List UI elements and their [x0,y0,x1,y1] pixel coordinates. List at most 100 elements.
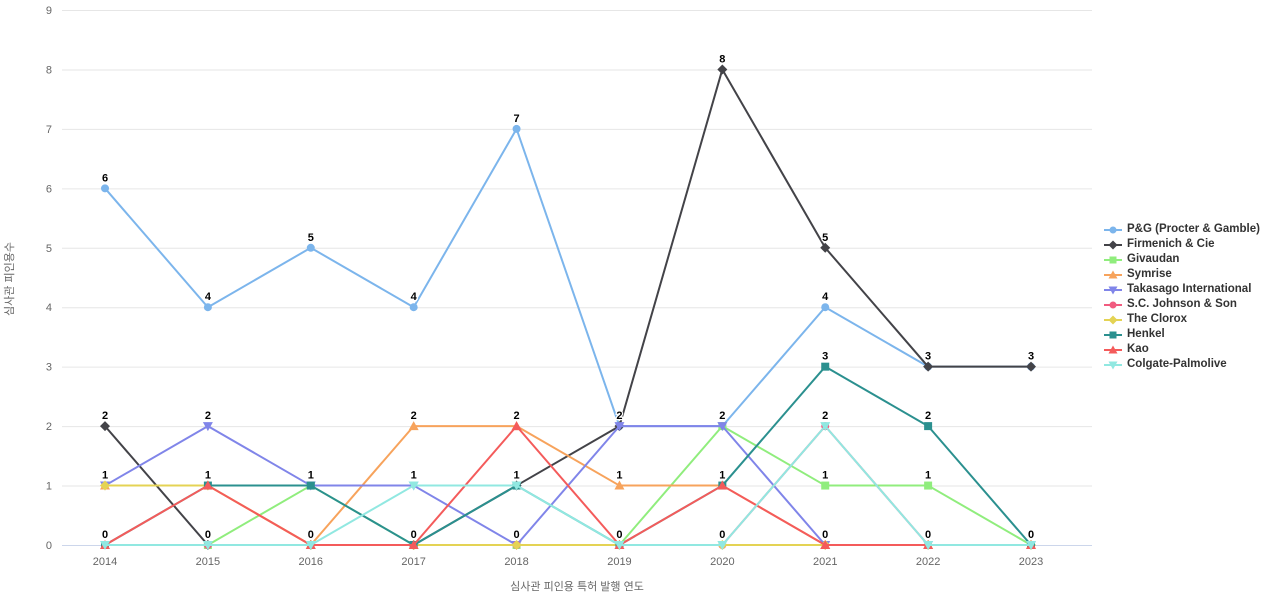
legend-item-the-clorox[interactable]: The Clorox [1104,312,1260,327]
data-label: 2 [616,410,622,422]
data-point-diamond-icon [820,242,831,253]
data-point-square-icon [1109,256,1117,263]
x-axis-title: 심사관 피인용 특허 발행 연도 [510,581,644,593]
data-point-square-icon [306,481,315,490]
data-point-triangle-down-icon [202,541,213,550]
legend-item-givaudan[interactable]: Givaudan [1104,252,1260,267]
data-point-diamond-icon [511,540,522,550]
data-label: 4 [205,291,212,303]
series-line [104,425,1033,546]
data-label: 5 [308,232,314,244]
data-point-triangle-icon [408,540,419,549]
data-label: 0 [822,529,828,541]
y-axis-title: 심사관 피인용수 [4,242,16,316]
data-point-triangle-down-icon [717,541,728,550]
data-labels: 6 2 0 1 4 0 1 2 5 0 1 4 0 2 1 7 1 0 2 2 0 1 2 8 1 0 4 5 1 0 2 3 3 1 0 2 3 0 [101,52,1036,542]
data-point-triangle-icon [717,480,728,490]
x-tick-label: 2015 [196,556,220,568]
data-point-triangle-down-icon [100,541,110,550]
data-point-triangle-icon [408,421,419,431]
data-point-circle-icon [101,184,109,193]
series-line [104,127,1033,428]
data-point-square-icon [821,481,830,490]
legend-item-henkel[interactable]: Henkel [1104,327,1260,342]
legend-label: P&G (Procter & Gamble) [1127,223,1260,235]
y-tick-label: 7 [46,124,52,136]
data-point-triangle-down-icon [1108,286,1118,294]
data-label: 2 [719,410,725,422]
data-point-triangle-down-icon [820,422,831,432]
triangle-down-legend-marker-icon [1104,361,1122,369]
data-label: 8 [719,53,725,65]
square-legend-marker-icon [1104,331,1122,338]
data-label: 0 [411,529,417,541]
x-tick-label: 2023 [1019,556,1043,568]
legend-item-colgate-palmolive[interactable]: Colgate-Palmolive [1104,357,1260,372]
y-tick-label: 3 [46,362,52,374]
data-point-triangle-down-icon [614,541,625,550]
data-point-triangle-icon [1108,345,1118,353]
x-tick-label: 2017 [401,556,425,568]
legend-item-p-g-procter-gamble-[interactable]: P&G (Procter & Gamble) [1104,222,1260,237]
legend-label: Kao [1127,343,1149,355]
data-label: 1 [925,470,931,482]
legend-item-symrise[interactable]: Symrise [1104,267,1260,282]
data-point-triangle-down-icon [1108,361,1118,369]
legend-label: The Clorox [1127,313,1188,325]
data-label: 2 [205,410,211,422]
data-label: 1 [513,470,519,482]
y-tick-label: 4 [46,302,52,314]
data-point-triangle-icon [1108,270,1118,278]
legend-label: Givaudan [1127,253,1180,265]
data-label: 3 [1028,351,1034,363]
data-label: 1 [616,470,622,482]
data-label: 6 [102,172,108,184]
circle-legend-marker-icon [1104,226,1122,233]
y-tick-label: 5 [46,243,52,255]
x-tick-label: 2016 [299,556,323,568]
legend: P&G (Procter & Gamble) Firmenich & Cie Giv… [1104,222,1260,372]
y-tick-label: 9 [46,5,52,17]
data-label: 0 [719,529,725,541]
data-point-triangle-icon [202,480,213,490]
data-point-triangle-down-icon [923,541,934,550]
circle-legend-marker-icon [1104,301,1122,308]
data-label: 1 [205,470,211,482]
legend-item-kao[interactable]: Kao [1104,342,1260,357]
data-label: 1 [102,470,108,482]
data-point-triangle-icon [614,480,625,490]
x-tick-label: 2020 [710,556,734,568]
legend-item-firmenich-cie[interactable]: Firmenich & Cie [1104,237,1260,252]
data-label: 0 [513,529,519,541]
data-point-diamond-icon [100,480,110,491]
data-point-square-icon [821,362,830,371]
data-point-circle-icon [203,303,212,312]
data-point-triangle-down-icon [305,541,316,550]
y-tick-label: 8 [46,64,52,76]
legend-label: Colgate-Palmolive [1127,358,1227,370]
data-point-triangle-down-icon [511,481,522,491]
y-tick-label: 6 [46,183,52,195]
series-p-g-procter-gamble- [101,124,1036,431]
data-label: 0 [1028,529,1034,541]
legend-item-s-c-johnson-son[interactable]: S.C. Johnson & Son [1104,297,1260,312]
legend-item-takasago-international[interactable]: Takasago International [1104,282,1260,297]
data-label: 1 [308,470,314,482]
data-point-triangle-down-icon [408,481,419,491]
data-label: 1 [822,470,828,482]
data-label: 7 [513,113,519,125]
data-point-circle-icon [821,303,830,312]
data-point-triangle-down-icon [614,422,625,432]
legend-label: Symrise [1127,268,1172,280]
data-point-triangle-icon [820,540,831,549]
data-label: 2 [822,410,828,422]
data-label: 0 [925,529,931,541]
data-point-triangle-down-icon [717,422,728,432]
data-point-square-icon [924,481,933,490]
legend-label: Firmenich & Cie [1127,238,1215,250]
data-label: 3 [925,351,931,363]
series-colgate-palmolive [100,422,1037,550]
square-legend-marker-icon [1104,256,1122,263]
data-point-circle-icon [512,124,521,133]
